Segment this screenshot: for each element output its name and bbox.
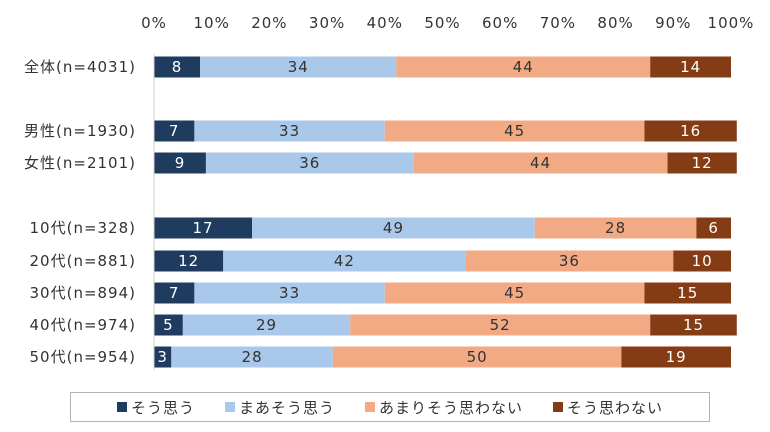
legend-swatch <box>116 402 127 412</box>
category-label: 30代(n=894) <box>30 284 137 302</box>
bar-segment <box>154 314 183 336</box>
data-label: 17 <box>192 219 213 237</box>
data-label: 9 <box>175 154 186 172</box>
bar-segment <box>621 346 731 368</box>
x-tick-label: 90% <box>655 14 691 32</box>
bar-segment <box>200 56 397 78</box>
category-label: 50代(n=954) <box>30 348 137 366</box>
category-label: 全体(n=4031) <box>24 58 136 76</box>
legend-item-disagree: そう思わない <box>553 397 663 418</box>
bar-segment <box>154 120 195 142</box>
category-label: 10代(n=328) <box>30 219 137 237</box>
bar-segment <box>384 120 645 142</box>
x-tick-label: 30% <box>309 14 345 32</box>
x-tick-label: 80% <box>597 14 633 32</box>
bar-segment <box>194 282 385 304</box>
x-tick-label: 10% <box>194 14 230 32</box>
data-label: 28 <box>605 219 626 237</box>
bar-segment <box>182 314 351 336</box>
data-label: 3 <box>157 348 168 366</box>
bar-segment <box>154 56 201 78</box>
bar-segment <box>154 152 206 174</box>
legend: そう思う まあそう思う あまりそう思わない そう思わない <box>70 392 710 422</box>
x-tick-label: 100% <box>708 14 755 32</box>
bar-segment <box>667 152 737 174</box>
bar-segment <box>413 152 668 174</box>
x-tick-label: 40% <box>367 14 403 32</box>
data-label: 7 <box>169 122 180 140</box>
bar-segment <box>384 282 645 304</box>
data-label: 33 <box>279 122 300 140</box>
bar-segment <box>396 56 651 78</box>
bar-segment <box>644 282 731 304</box>
legend-item-somewhat-agree: まあそう思う <box>224 397 335 418</box>
bar-segment <box>650 314 737 336</box>
data-label: 5 <box>163 316 174 334</box>
bar-segment <box>252 217 535 239</box>
data-label: 49 <box>383 219 404 237</box>
data-label: 10 <box>692 252 713 270</box>
data-label: 28 <box>242 348 263 366</box>
data-label: 15 <box>677 284 698 302</box>
bar-segment <box>154 346 172 368</box>
x-tick-label: 20% <box>251 14 287 32</box>
data-label: 52 <box>490 316 511 334</box>
data-label: 45 <box>504 284 525 302</box>
bar-segment <box>154 217 253 239</box>
data-label: 12 <box>178 252 199 270</box>
data-label: 8 <box>172 58 183 76</box>
data-label: 16 <box>680 122 701 140</box>
category-label: 20代(n=881) <box>30 252 137 270</box>
data-label: 14 <box>680 58 701 76</box>
x-tick-label: 0% <box>141 14 167 32</box>
bar-segment <box>644 120 737 142</box>
category-label: 女性(n=2101) <box>24 154 136 172</box>
bar-segment <box>194 120 385 142</box>
data-label: 45 <box>504 122 525 140</box>
legend-swatch <box>365 402 375 412</box>
category-label: 男性(n=1930) <box>24 122 136 140</box>
x-tick-label: 60% <box>482 14 518 32</box>
x-tick-label: 50% <box>424 14 460 32</box>
stacked-bar-chart: 0% 10% 20% 30% 40% 50% 60% 70% 80% 90% 100% 全体(n=40… <box>24 14 755 370</box>
data-label: 12 <box>692 154 713 172</box>
data-label: 36 <box>299 154 320 172</box>
legend-item-strongly-agree: そう思う <box>116 397 195 418</box>
legend-label: まあそう思う <box>238 398 335 417</box>
legend-label: そう思わない <box>567 398 664 417</box>
legend-swatch <box>224 402 235 412</box>
data-label: 19 <box>666 348 687 366</box>
bar-segment <box>154 282 195 304</box>
bar-segment <box>650 56 731 78</box>
data-label: 33 <box>279 284 300 302</box>
data-label: 44 <box>530 154 551 172</box>
bar-segment <box>534 217 697 239</box>
data-label: 7 <box>169 284 180 302</box>
bar-segment <box>696 217 731 239</box>
data-label: 29 <box>256 316 277 334</box>
data-label: 34 <box>288 58 309 76</box>
legend-swatch <box>553 402 564 412</box>
bar-segment <box>350 314 651 336</box>
bar-segment <box>205 152 414 174</box>
bar-segment <box>223 250 466 272</box>
bar-segment <box>332 346 622 368</box>
bar-segment <box>171 346 333 368</box>
bar-segment <box>154 250 224 272</box>
data-label: 15 <box>683 316 704 334</box>
bar-segment <box>465 250 674 272</box>
x-tick-label: 70% <box>540 14 576 32</box>
legend-label: あまりそう思わない <box>379 398 524 417</box>
legend-label: そう思う <box>130 398 195 417</box>
data-label: 36 <box>559 252 580 270</box>
data-label: 44 <box>513 58 534 76</box>
data-label: 50 <box>467 348 488 366</box>
data-label: 42 <box>334 252 355 270</box>
category-label: 40代(n=974) <box>30 316 137 334</box>
data-label: 6 <box>708 219 719 237</box>
legend-item-somewhat-disagree: あまりそう思わない <box>365 397 523 418</box>
bar-segment <box>673 250 731 272</box>
